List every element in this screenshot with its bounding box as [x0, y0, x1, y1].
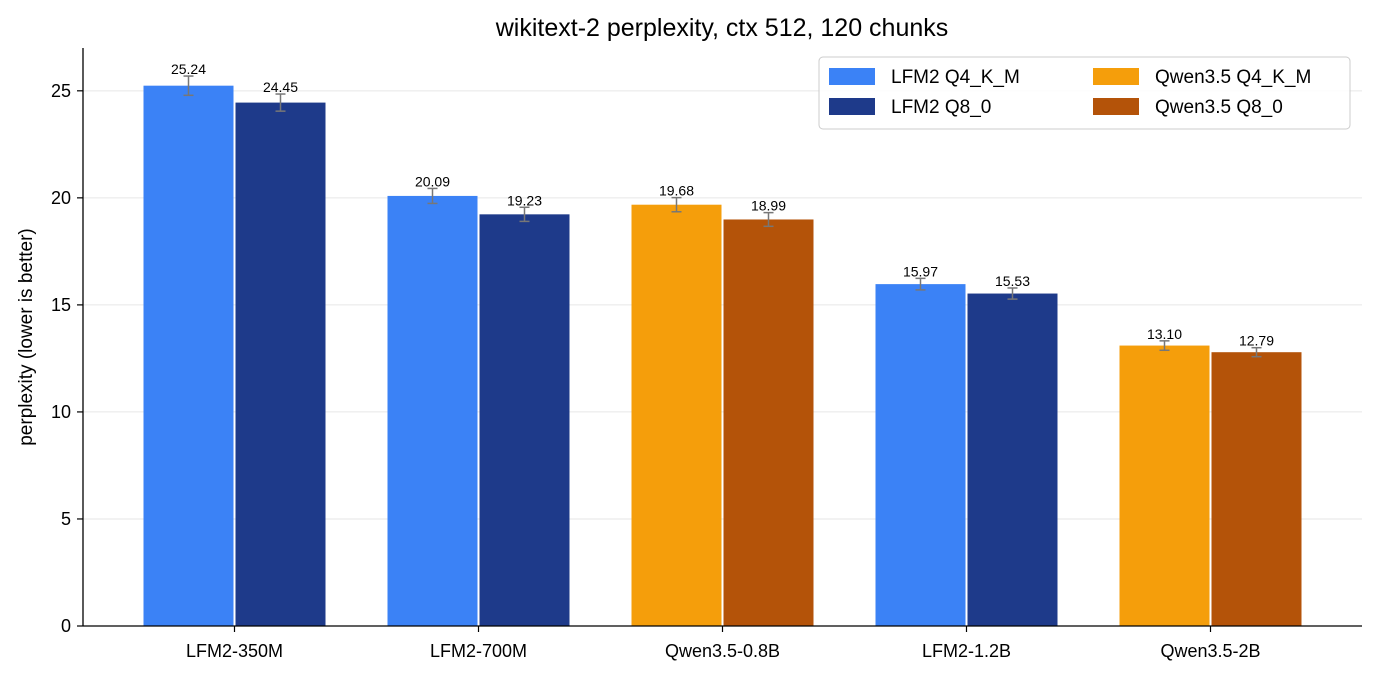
axis-layer: 0 5 10 15 20 25 LFM2-350M LFM2-700M Qwen3.5-0.8B… [51, 48, 1362, 661]
y-tick-label: 15 [51, 295, 71, 315]
data-label: 15.53 [995, 273, 1030, 289]
y-tick-label: 5 [61, 509, 71, 529]
x-tick-label: Qwen3.5-0.8B [665, 641, 780, 661]
legend: LFM2 Q4_K_M Qwen3.5 Q4_K_M LFM2 Q8_0 Qwen3.… [818, 56, 1351, 130]
data-label: 12.79 [1239, 333, 1274, 349]
data-label: 15.97 [903, 263, 938, 279]
bar [631, 204, 722, 627]
bar [387, 195, 478, 627]
x-tick-label: LFM2-1.2B [922, 641, 1011, 661]
data-label: 24.45 [263, 79, 298, 95]
bar [967, 293, 1058, 626]
legend-swatch [1093, 68, 1139, 85]
legend-swatch [1093, 98, 1139, 115]
x-tick-label: Qwen3.5-2B [1160, 641, 1260, 661]
bar [723, 219, 814, 626]
y-axis-label: perplexity (lower is better) [16, 228, 37, 446]
data-label: 19.68 [659, 183, 694, 199]
data-label: 19.23 [507, 192, 542, 208]
bar [1211, 352, 1302, 626]
legend-box [818, 56, 1351, 130]
x-tick-label: LFM2-700M [430, 641, 527, 661]
data-label: 20.09 [415, 173, 450, 189]
legend-swatch [829, 98, 875, 115]
bar-layer: 25.24 24.45 20.09 19.23 19.68 18.99 15.97 15.53… [143, 61, 1302, 627]
y-tick-label: 0 [61, 616, 71, 636]
chart-title: wikitext-2 perplexity, ctx 512, 120 chun… [495, 14, 949, 42]
bar [1119, 345, 1210, 626]
x-tick-label: LFM2-350M [186, 641, 283, 661]
bar [143, 85, 234, 626]
bar [875, 284, 966, 626]
y-tick-label: 20 [51, 188, 71, 208]
legend-label: LFM2 Q4_K_M [891, 67, 1020, 88]
data-label: 25.24 [171, 61, 206, 77]
legend-label: LFM2 Q8_0 [891, 97, 991, 118]
bar [235, 102, 326, 627]
y-tick-label: 10 [51, 402, 71, 422]
bar [479, 214, 570, 626]
data-label: 13.10 [1147, 326, 1182, 342]
data-label: 18.99 [751, 198, 786, 214]
y-tick-label: 25 [51, 81, 71, 101]
legend-label: Qwen3.5 Q4_K_M [1155, 67, 1311, 88]
legend-swatch [829, 68, 875, 85]
legend-label: Qwen3.5 Q8_0 [1155, 97, 1283, 118]
